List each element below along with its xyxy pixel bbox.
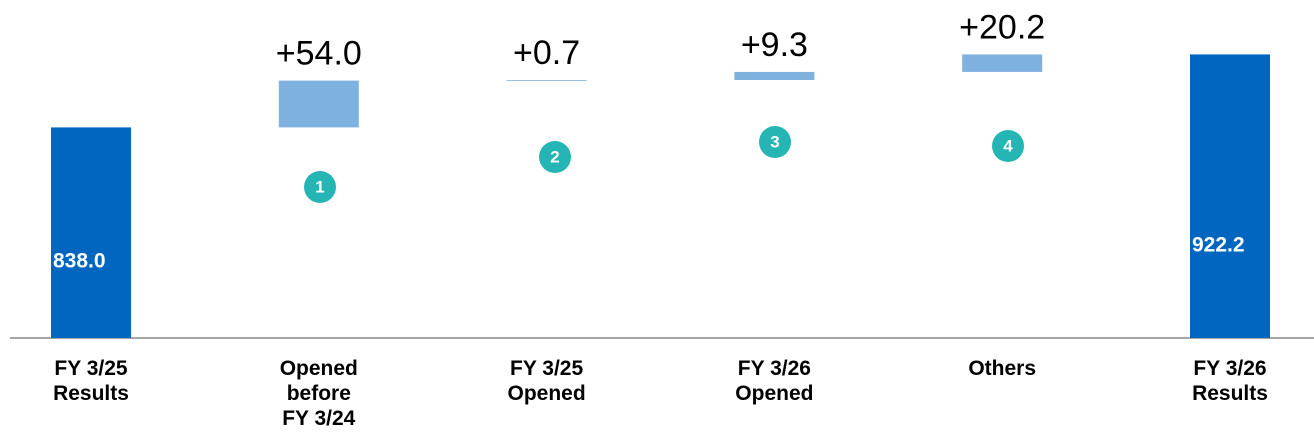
step-marker-label: 3 [770,132,779,151]
value-label: +54.0 [276,35,362,73]
step-marker [992,130,1024,162]
value-label: +20.2 [959,8,1045,46]
step-marker-label: 1 [315,177,324,196]
bar [1190,54,1270,338]
step-marker-label: 4 [1003,136,1013,155]
bar [506,79,587,81]
bar [734,71,815,80]
x-tick-label: FY 3/25 Results [53,357,129,405]
step-marker-label: 2 [550,147,559,166]
x-tick-label: Opened before FY 3/24 [279,357,358,430]
step-marker [304,171,336,203]
step-marker [759,126,791,158]
value-label: 922.2 [1192,234,1245,257]
bar [51,127,131,339]
bar [962,54,1043,72]
x-tick-label: FY 3/26 Results [1192,357,1268,405]
x-tick-label: FY 3/25 Opened [507,357,586,405]
x-tick-label: FY 3/26 Opened [735,357,814,405]
value-label: 838.0 [53,250,106,273]
value-label: +0.7 [513,34,580,72]
bar [278,80,359,128]
x-tick-label: Others [968,357,1037,380]
value-label: +9.3 [741,26,808,64]
step-marker [539,141,571,173]
